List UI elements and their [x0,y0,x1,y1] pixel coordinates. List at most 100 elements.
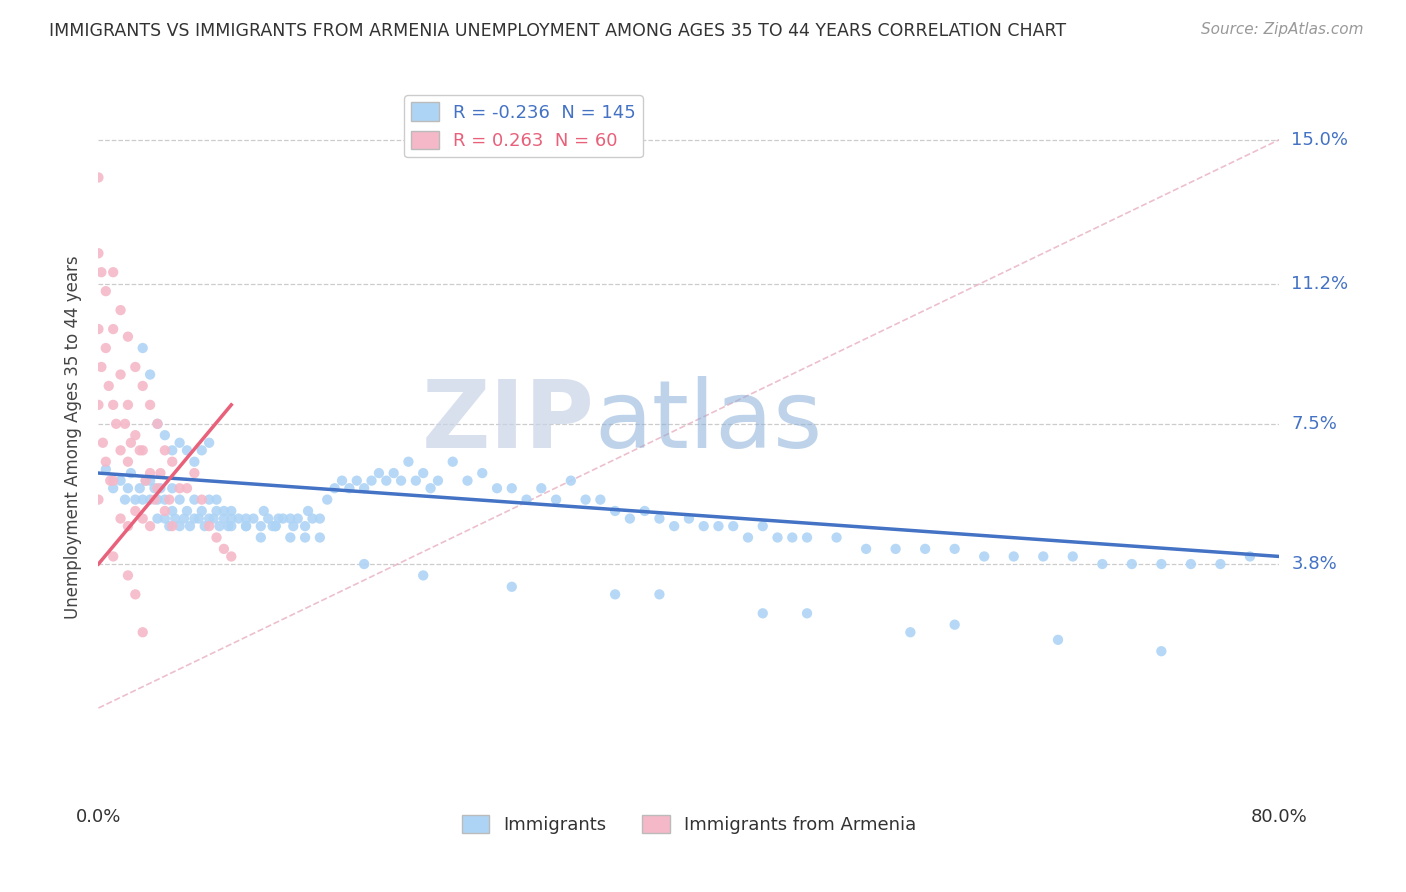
Point [169,481,191,495]
Point [124,359,146,374]
Point [648,587,671,601]
Point [132,443,155,458]
Point [664,519,686,533]
Point [114,417,136,431]
Point [132,492,155,507]
Point [139,492,162,507]
Point [412,568,434,582]
Point [264,519,287,533]
Point [855,541,877,556]
Point [205,504,228,518]
Point [139,398,162,412]
Point [183,466,205,480]
Point [250,531,273,545]
Point [619,511,641,525]
Point [120,435,142,450]
Point [605,587,627,601]
Point [782,531,804,545]
Point [914,541,936,556]
Point [169,435,191,450]
Point [1209,557,1232,571]
Point [103,265,125,279]
Point [191,492,214,507]
Point [153,428,176,442]
Point [103,549,125,564]
Point [146,481,169,495]
Point [212,511,235,525]
Point [693,519,716,533]
Point [110,443,132,458]
Point [87,170,110,185]
Point [169,519,191,533]
Point [471,466,494,480]
Point [309,531,332,545]
Point [737,531,759,545]
Point [146,492,169,507]
Point [280,511,302,525]
Point [634,504,657,518]
Point [486,481,509,495]
Point [87,322,110,336]
Point [143,492,166,507]
Point [427,474,450,488]
Point [124,492,146,507]
Point [169,492,191,507]
Text: 15.0%: 15.0% [1291,130,1348,149]
Point [117,398,139,412]
Point [271,511,294,525]
Point [94,462,117,476]
Point [90,359,112,374]
Point [546,492,568,507]
Point [752,519,775,533]
Point [228,511,250,525]
Point [191,504,214,518]
Point [143,481,166,495]
Text: atlas: atlas [595,376,823,468]
Point [301,511,323,525]
Point [943,541,966,556]
Point [283,519,305,533]
Point [176,504,198,518]
Point [135,474,157,488]
Point [157,519,180,533]
Point [589,492,612,507]
Point [212,541,235,556]
Point [309,511,332,525]
Point [90,265,112,279]
Point [943,617,966,632]
Point [149,466,172,480]
Point [117,329,139,343]
Point [605,504,627,518]
Point [165,511,187,525]
Point [187,511,209,525]
Point [94,455,117,469]
Point [501,580,523,594]
Point [183,492,205,507]
Point [139,466,162,480]
Point [389,474,412,488]
Point [162,443,183,458]
Point [221,549,243,564]
Point [110,303,132,318]
Point [707,519,730,533]
Point [530,481,553,495]
Point [375,474,398,488]
Point [280,531,302,545]
Legend: Immigrants, Immigrants from Armenia: Immigrants, Immigrants from Armenia [454,807,924,841]
Point [153,443,176,458]
Point [105,417,128,431]
Point [208,519,231,533]
Point [114,492,136,507]
Point [103,398,125,412]
Point [1002,549,1025,564]
Point [176,481,198,495]
Point [139,519,162,533]
Point [1150,557,1173,571]
Point [752,607,775,621]
Point [94,284,117,298]
Point [235,519,257,533]
Point [339,481,361,495]
Point [183,455,205,469]
Point [648,511,671,525]
Text: 7.5%: 7.5% [1291,415,1337,433]
